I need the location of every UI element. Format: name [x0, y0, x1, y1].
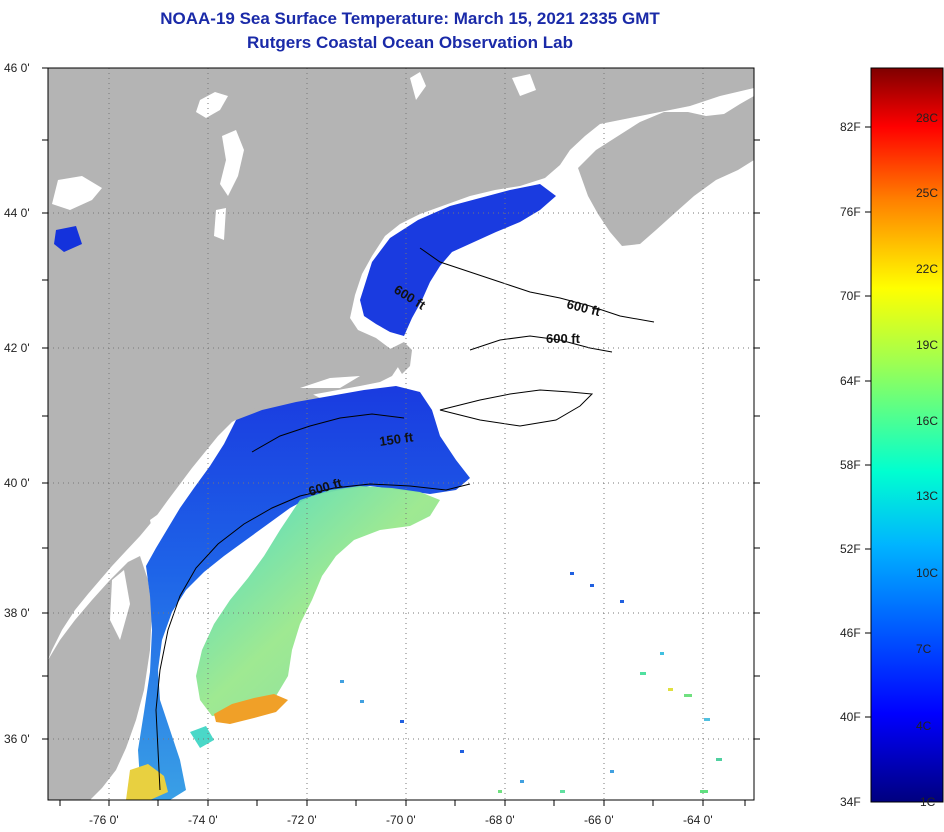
lat-label: 38 0'	[4, 606, 30, 620]
map-subtitle: Rutgers Coastal Ocean Observation Lab	[247, 33, 573, 52]
colorbar-c-label: 7C	[916, 642, 932, 656]
lake	[410, 72, 426, 100]
lat-label: 46 0'	[4, 61, 30, 75]
sst-cape-hatteras-cool	[190, 726, 214, 748]
colorbar-c-label: 25C	[916, 186, 938, 200]
lon-label: -76 0'	[89, 813, 119, 827]
lake	[300, 376, 360, 388]
colorbar-f-label: 70F	[840, 289, 861, 303]
contour-label: 150 ft	[378, 429, 414, 449]
contour-150ft	[251, 413, 405, 453]
colorbar-c-label: 10C	[916, 566, 938, 580]
chesapeake-bay	[110, 570, 130, 640]
contour-600ft-gulf	[419, 247, 655, 323]
colorbar-f-label: 46F	[840, 626, 861, 640]
sst-gulf-of-maine	[360, 184, 556, 336]
colorbar-c-label: 1C	[920, 795, 936, 809]
colorbar-c-label: 22C	[916, 262, 938, 276]
lat-label: 44 0'	[4, 206, 30, 220]
map-area	[48, 68, 754, 800]
colorbar-f-label: 64F	[840, 374, 861, 388]
lon-label: -66 0'	[584, 813, 614, 827]
lake	[512, 74, 536, 96]
sst-slope-water	[196, 486, 440, 716]
colorbar-c-label: 13C	[916, 489, 938, 503]
lon-label: -68 0'	[485, 813, 515, 827]
sst-gulf-stream-warm	[214, 694, 288, 724]
contour-label: 600 ft	[546, 331, 581, 346]
colorbar-f-label: 82F	[840, 120, 861, 134]
frame-ticks	[42, 67, 760, 806]
colorbar-f-label: 76F	[840, 205, 861, 219]
sst-shelf	[138, 386, 470, 800]
graticule	[48, 68, 754, 800]
lon-label: -72 0'	[287, 813, 317, 827]
colorbar-gradient	[870, 67, 944, 803]
lat-label: 42 0'	[4, 341, 30, 355]
colorbar-f-label: 40F	[840, 710, 861, 724]
lake	[220, 130, 244, 196]
cape-cod	[388, 342, 412, 374]
lat-label: 36 0'	[4, 732, 30, 746]
lon-label: -70 0'	[386, 813, 416, 827]
lat-label: 40 0'	[4, 476, 30, 490]
sst-warm-south	[126, 764, 168, 800]
temperature-colorbar: 82F 76F 70F 64F 58F 52F 46F 40F 34F 28C …	[840, 67, 944, 809]
lake	[214, 208, 226, 240]
colorbar-c-label: 4C	[916, 719, 932, 733]
lake	[52, 176, 102, 210]
colorbar-c-label: 16C	[916, 414, 938, 428]
sst-speckles	[340, 572, 722, 793]
lon-label: -74 0'	[188, 813, 218, 827]
contour-600ft-gb	[469, 335, 613, 353]
colorbar-f-label: 52F	[840, 542, 861, 556]
colorbar-f-label: 34F	[840, 795, 861, 809]
lake	[196, 92, 228, 118]
contour-georges-bank	[439, 389, 594, 427]
colorbar-c-label: 28C	[916, 111, 938, 125]
colorbar-f-label: 58F	[840, 458, 861, 472]
lon-label: -64 0'	[683, 813, 713, 827]
colorbar-c-label: 19C	[916, 338, 938, 352]
lake-champlain-sst	[54, 226, 82, 252]
contour-600ft-shelf	[155, 483, 471, 791]
colorbar-ticks	[865, 126, 871, 718]
map-frame	[47, 67, 755, 801]
nova-scotia	[578, 96, 754, 246]
map-title: NOAA-19 Sea Surface Temperature: March 1…	[160, 9, 660, 28]
